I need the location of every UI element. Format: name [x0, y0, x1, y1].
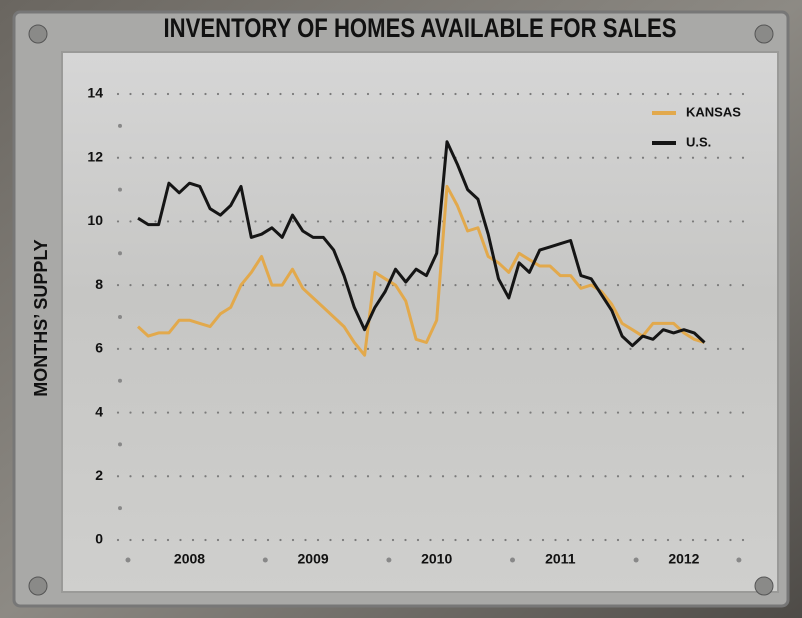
- x-tick-label: 2011: [545, 551, 576, 567]
- bolts: [28, 24, 774, 596]
- axis-dot: [118, 378, 122, 383]
- axis-dot: [118, 506, 122, 511]
- y-tick-label: 2: [95, 467, 103, 483]
- y-tick-label: 14: [87, 85, 103, 101]
- y-tick-label: 8: [95, 276, 103, 292]
- x-tick-label: 2009: [298, 551, 329, 567]
- axis-dot: [510, 557, 515, 563]
- axis-dot: [633, 557, 639, 563]
- axis-dot: [386, 557, 392, 563]
- axis-dot: [118, 442, 122, 447]
- y-tick-label: 12: [87, 148, 103, 164]
- x-tick-label: 2008: [174, 551, 205, 567]
- y-tick-label: 4: [95, 403, 103, 419]
- x-tick-label: 2010: [421, 551, 452, 567]
- axis-dot: [118, 251, 122, 256]
- chart-title: INVENTORY OF HOMES AVAILABLE FOR SALES: [164, 14, 677, 44]
- legend-label: U.S.: [686, 134, 711, 149]
- axis-dot: [736, 557, 742, 563]
- y-tick-label: 10: [87, 212, 103, 228]
- axis-dot: [118, 315, 122, 319]
- axis-dot: [118, 123, 122, 128]
- axis-dot: [118, 187, 122, 192]
- series-line: [137, 140, 706, 348]
- axis-dot: [125, 557, 131, 563]
- y-axis-label: MONTHS’ SUPPLY: [31, 239, 51, 396]
- y-tick-label: 6: [95, 340, 103, 356]
- series-line: [136, 184, 705, 357]
- x-tick-label: 2012: [668, 551, 699, 567]
- axis-dots: [118, 123, 742, 563]
- legend-label: KANSAS: [686, 104, 741, 119]
- y-tick-label: 0: [95, 531, 103, 547]
- axis-dot: [262, 557, 268, 563]
